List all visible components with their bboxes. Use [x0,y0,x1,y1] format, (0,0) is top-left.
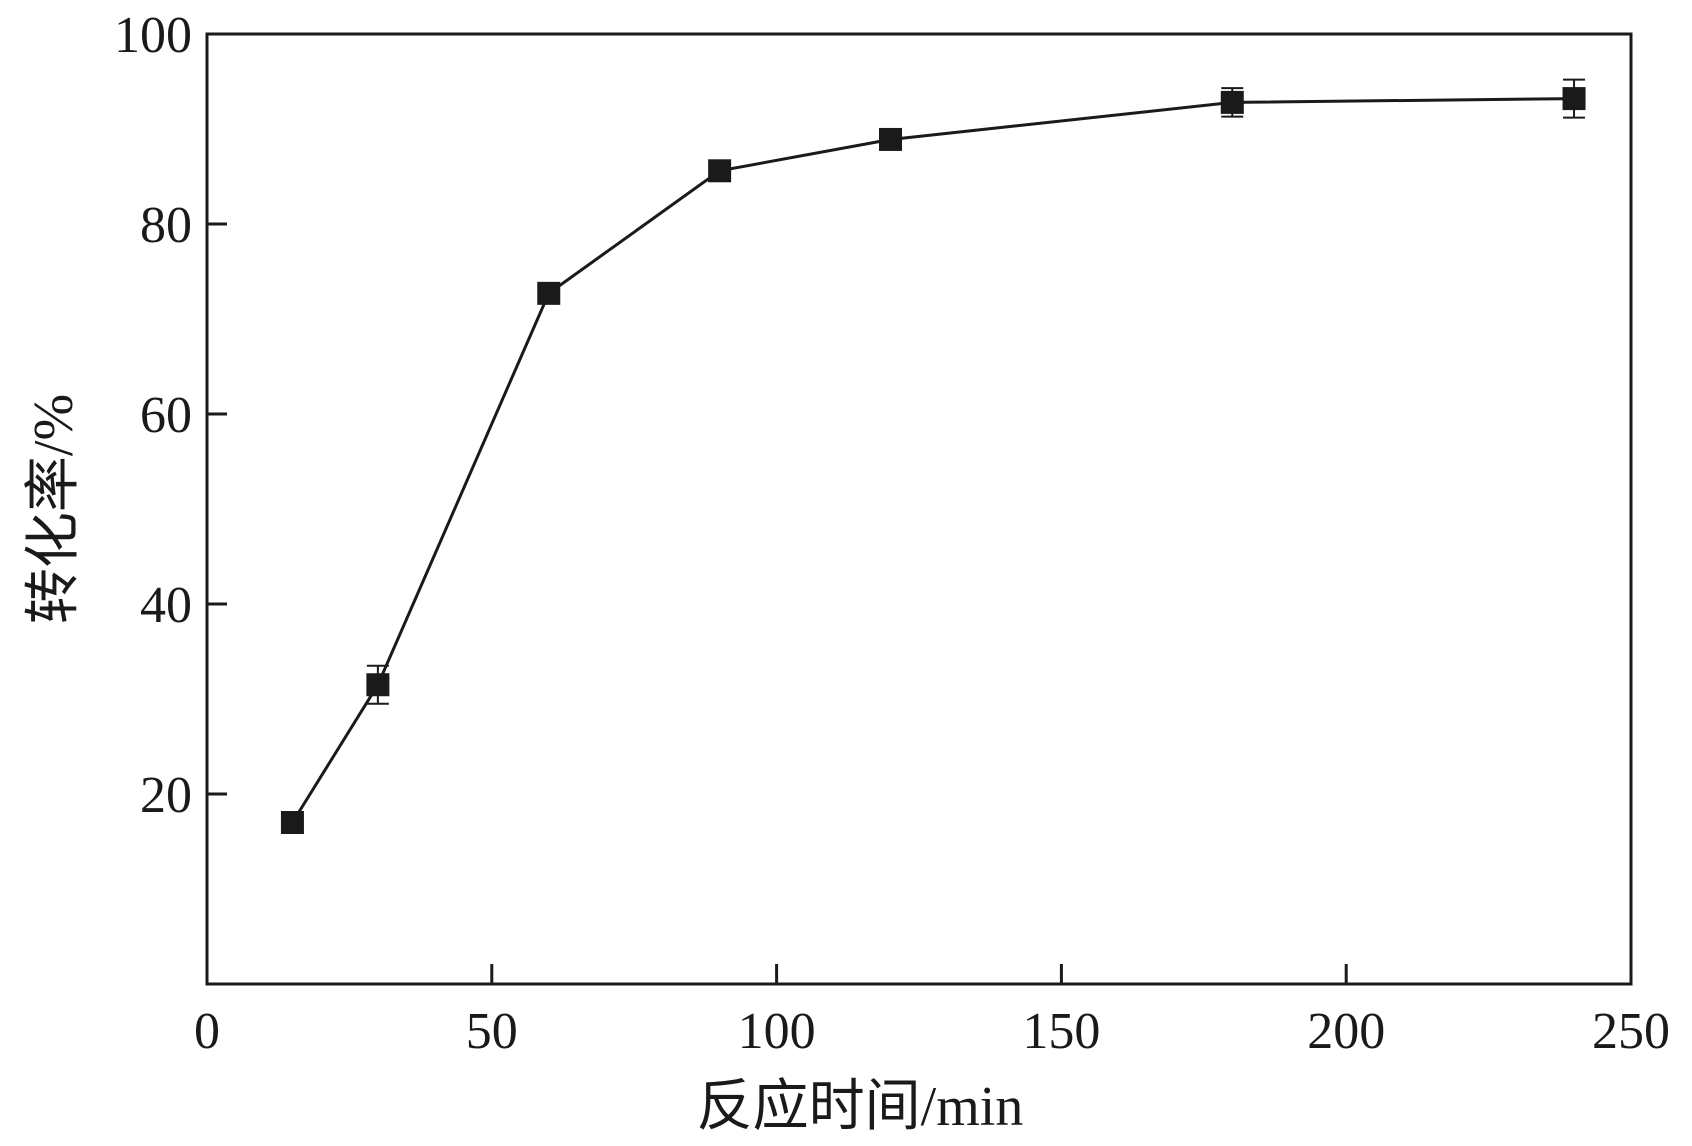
series-line [291,97,1575,824]
data-point-marker [280,811,304,834]
y-ticks: 20 40 60 80 100 [114,7,227,824]
series-group [280,78,1586,834]
x-tick-label: 100 [738,1003,816,1060]
x-tick-label: 50 [466,1003,518,1060]
y-tick-label: 20 [140,767,192,824]
data-point-marker [537,281,561,305]
y-tick-label: 40 [140,577,192,634]
y-axis-title: 转化率/% [23,394,85,624]
x-axis-title: 反应时间/min [697,1076,1024,1138]
x-tick-label: 150 [1022,1003,1100,1060]
y-tick-label: 60 [140,387,192,444]
y-tick-label: 80 [140,197,192,254]
x-tick-label: 250 [1592,1003,1670,1060]
data-point-marker [708,159,732,183]
data-point-marker [1562,87,1586,111]
data-point-marker [879,127,903,151]
data-point-marker [366,673,390,697]
x-ticks: 0 50 100 150 200 250 [194,964,1670,1060]
x-tick-label: 200 [1307,1003,1385,1060]
x-tick-label: 0 [194,1003,220,1060]
y-tick-label: 100 [114,7,192,64]
plot-frame [205,32,1633,986]
data-point-marker [1220,90,1244,114]
